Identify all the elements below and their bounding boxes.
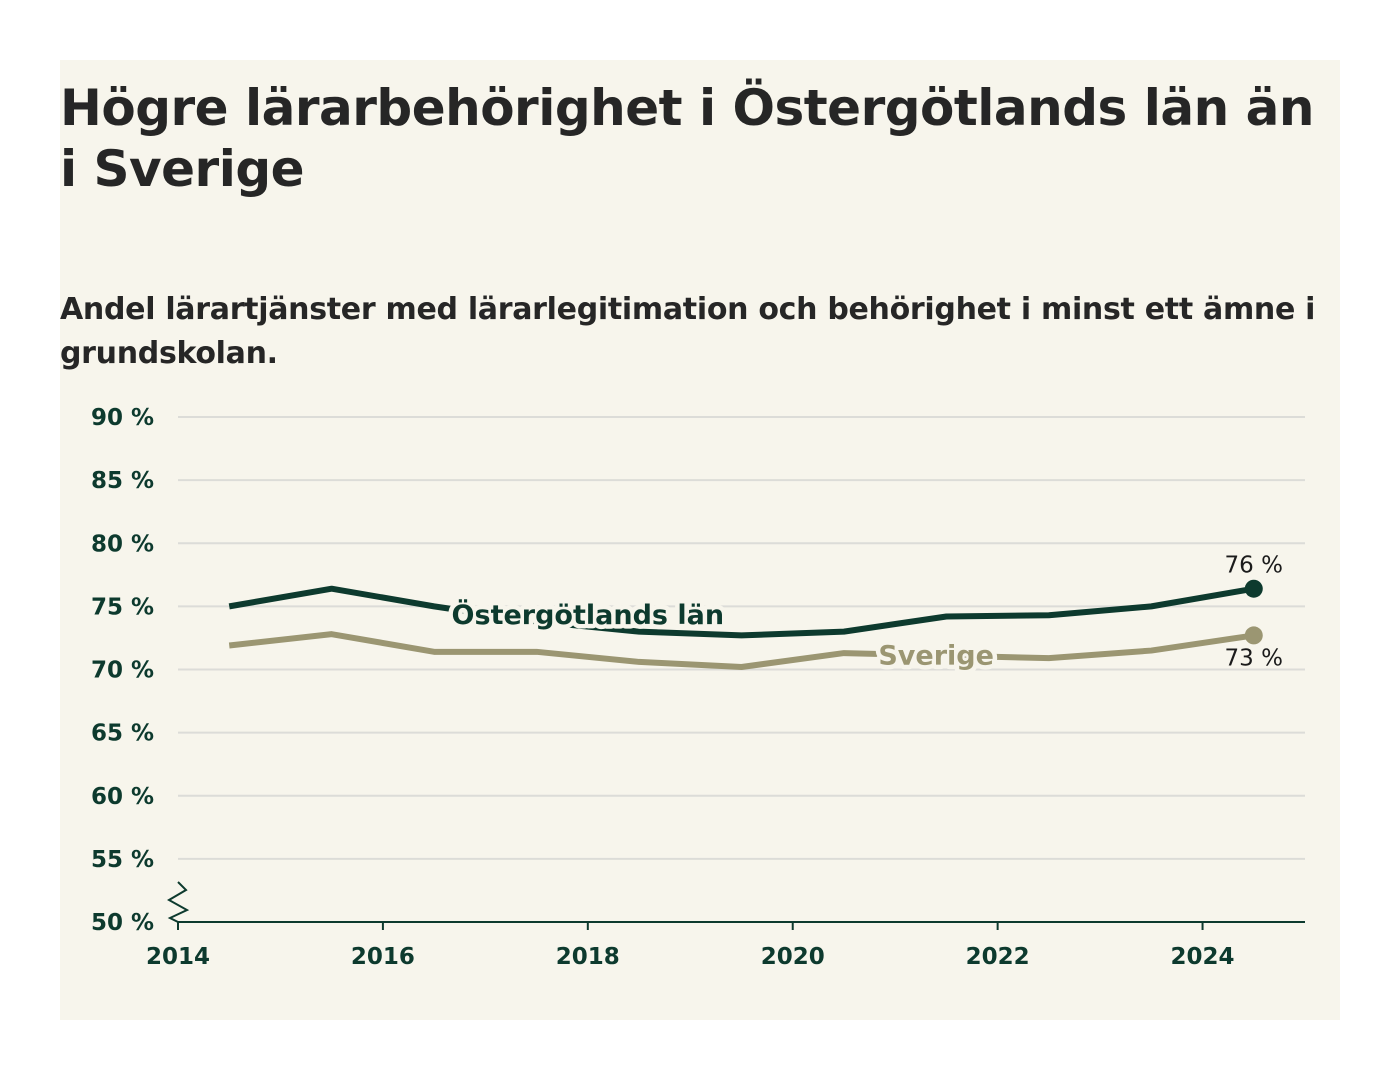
series-label-halo: Sverige — [878, 640, 994, 671]
series-line — [228, 585, 1255, 639]
x-tick-label: 2022 — [966, 944, 1030, 970]
y-tick-label: 90 % — [91, 405, 154, 431]
y-tick-label: 75 % — [91, 594, 154, 620]
x-axis: 2014 2016 2018 2020 2022 2024 — [146, 921, 1305, 970]
series-name-label: Östergötlands län — [452, 598, 725, 631]
x-tick-label: 2016 — [351, 944, 415, 970]
series-name-label: Sverige — [878, 640, 994, 671]
series-end-label: 73 % — [1225, 645, 1283, 671]
x-tick-label: 2018 — [556, 944, 620, 970]
x-tick-label: 2014 — [146, 944, 210, 970]
chart-card: Högre lärarbehörighet i Östergötlands lä… — [60, 60, 1340, 1020]
chart-title: Högre lärarbehörighet i Östergötlands lä… — [60, 79, 1314, 198]
series-lines — [228, 579, 1263, 670]
gridlines — [178, 416, 1305, 860]
y-tick-label: 85 % — [91, 468, 154, 494]
y-tick-label: 80 % — [91, 531, 154, 557]
y-tick-label: 50 % — [91, 910, 154, 936]
series-label-halo: Östergötlands län — [452, 598, 725, 631]
axis-break-icon — [166, 881, 190, 923]
x-tick-label: 2020 — [761, 944, 825, 970]
x-tick-label: 2024 — [1171, 944, 1235, 970]
series-line — [228, 631, 1255, 670]
y-axis: 50 % 55 % 60 % 65 % 70 % 75 % 80 % 85 % 90 % — [91, 405, 190, 936]
y-tick-label: 65 % — [91, 721, 154, 747]
y-tick-label: 70 % — [91, 658, 154, 684]
y-tick-label: 55 % — [91, 847, 154, 873]
chart-subtitle: Andel lärartjänster med lärarlegitimatio… — [60, 292, 1316, 371]
series-end-point — [1244, 579, 1263, 598]
y-tick-label: 60 % — [91, 784, 154, 810]
series-end-label: 76 % — [1225, 553, 1283, 579]
series-end-point — [1244, 626, 1263, 645]
